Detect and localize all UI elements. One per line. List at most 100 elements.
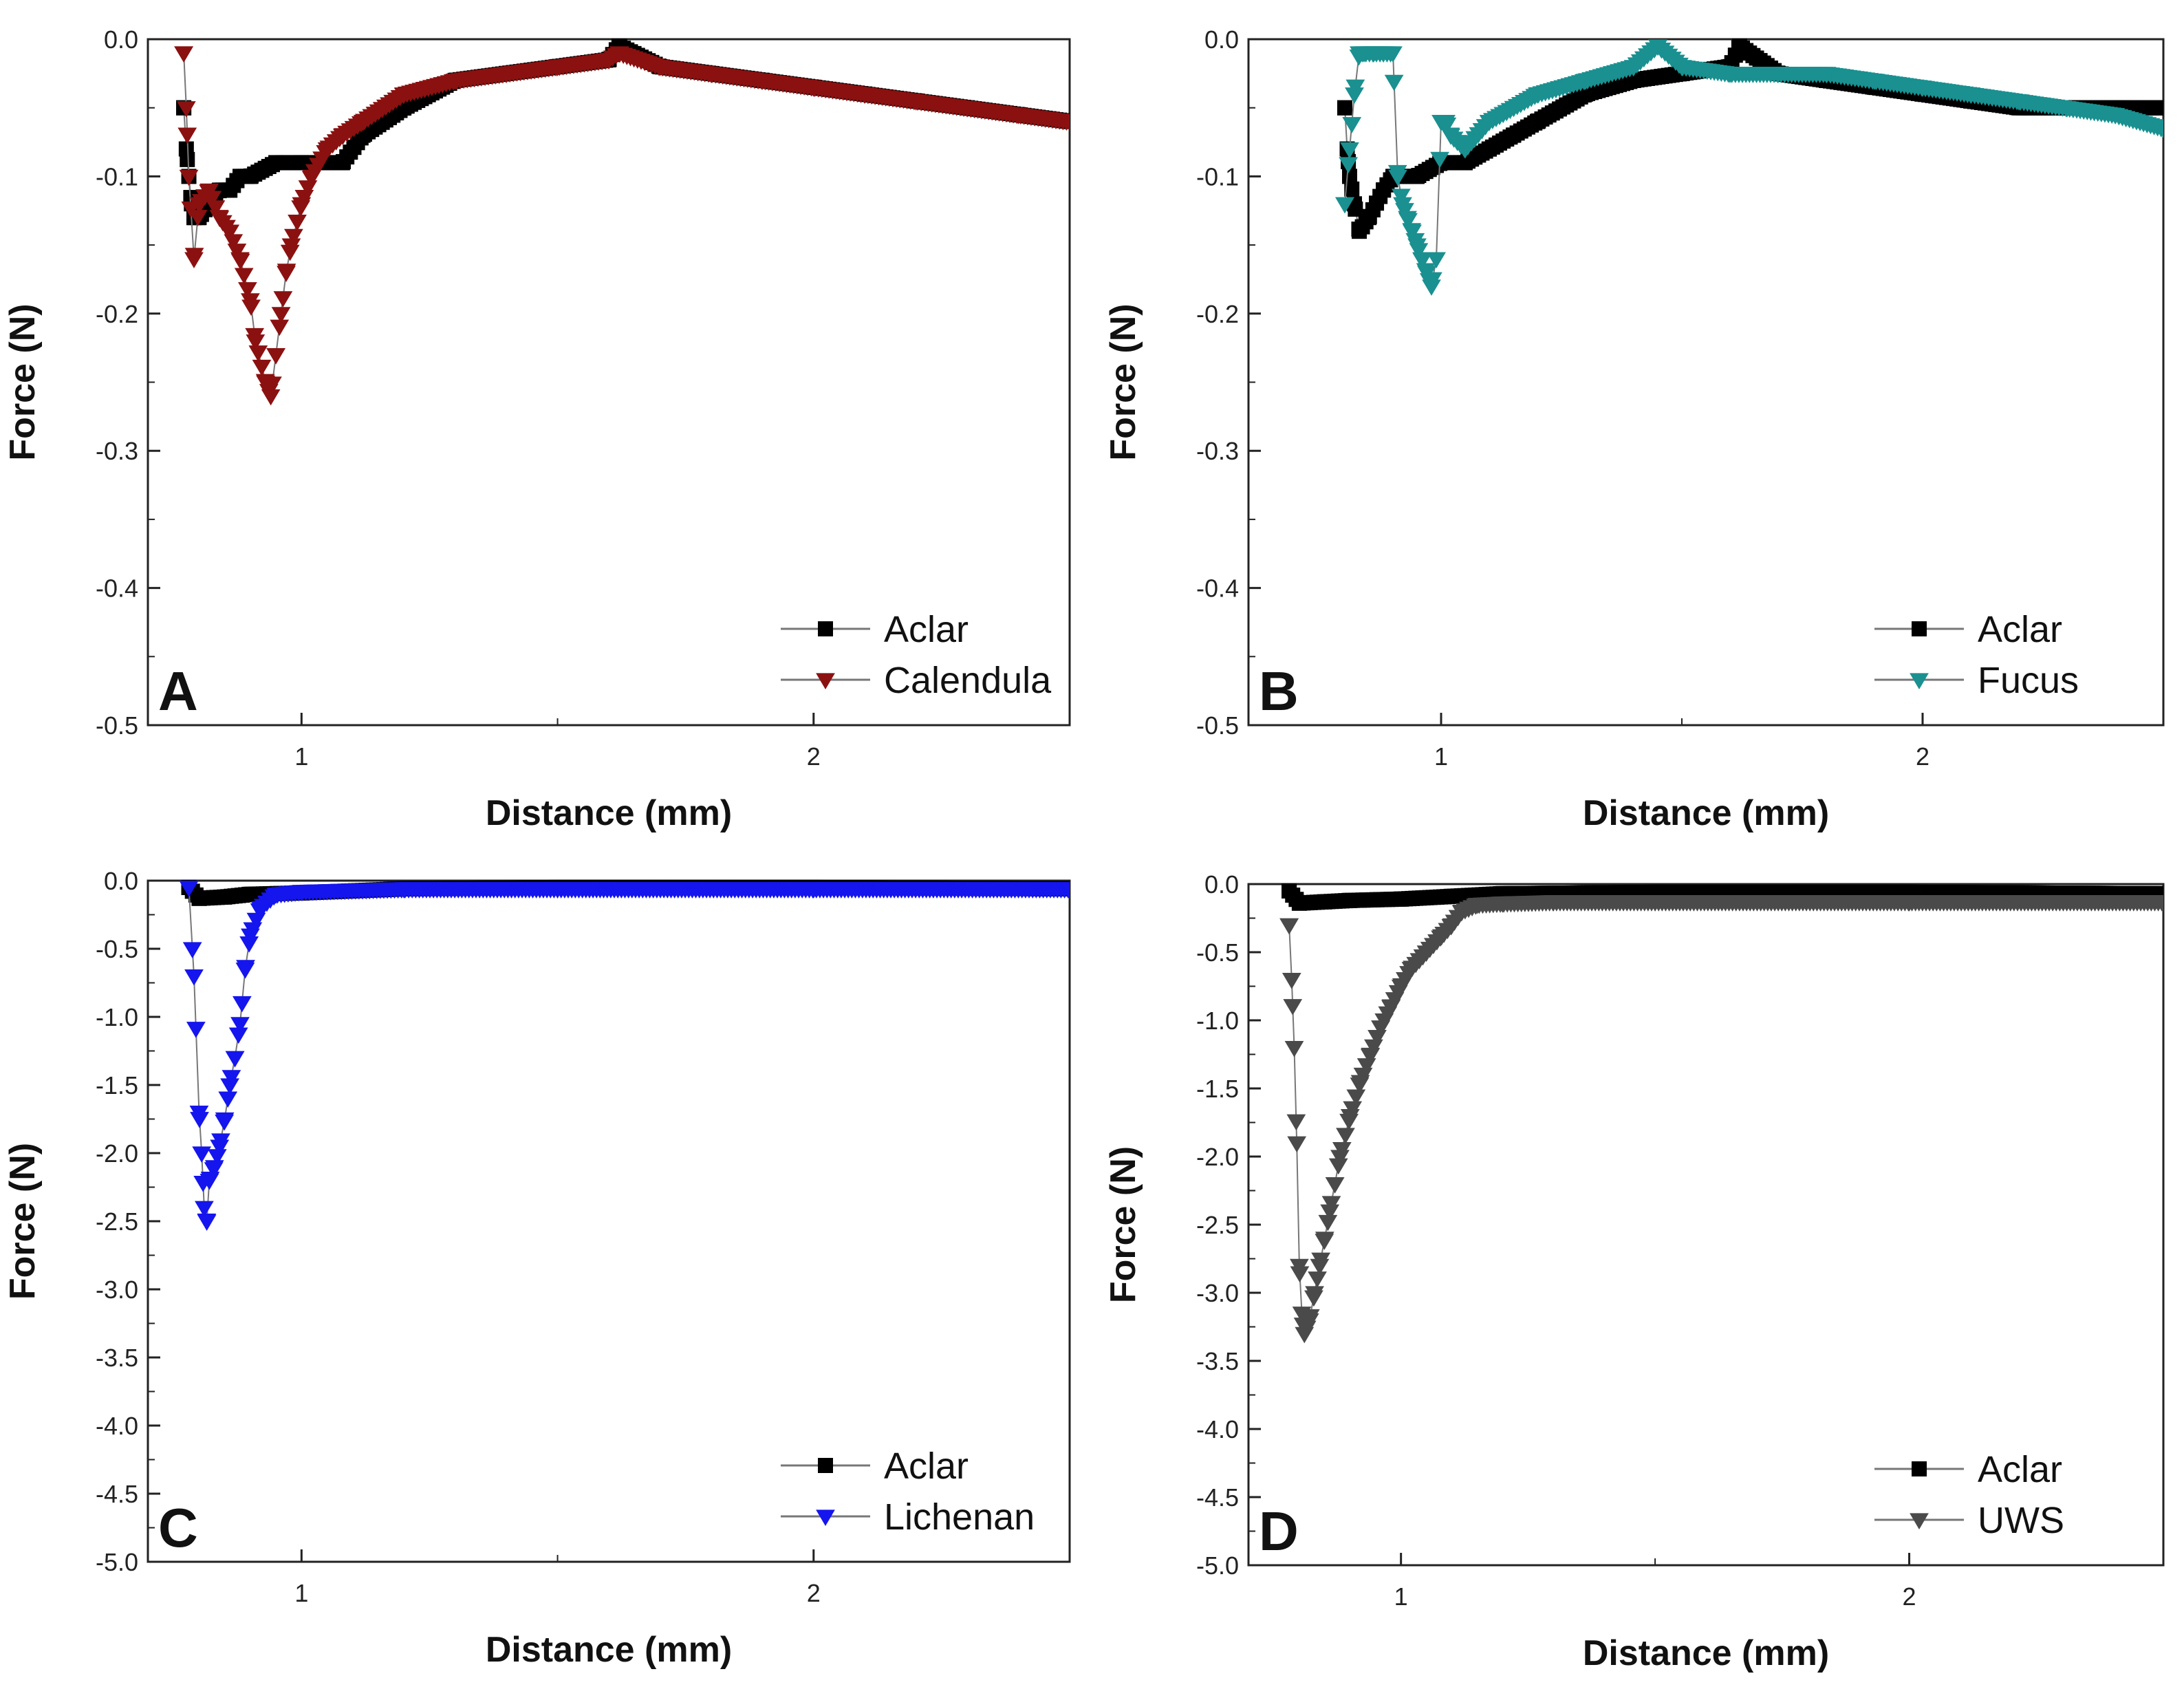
- y-tick-label: -1.0: [1196, 1007, 1239, 1035]
- lichenan-marker: [232, 996, 252, 1013]
- y-tick-label: -3.5: [1196, 1347, 1239, 1375]
- calendula-point: [210, 211, 230, 228]
- aclar-point: [178, 141, 194, 157]
- x-tick-label: 2: [1903, 1582, 1916, 1611]
- fucus-point: [2106, 108, 2125, 125]
- lichenan-line: [188, 887, 1070, 1222]
- aclar-point: [1291, 895, 1307, 911]
- y-tick-label: -0.5: [96, 935, 138, 963]
- y-tick-label: 0.0: [1204, 25, 1239, 54]
- legend-uws-label: UWS: [1978, 1500, 2064, 1541]
- series-uws: [1279, 895, 2163, 1344]
- fucus-point: [1456, 142, 1475, 159]
- aclar-point: [1342, 169, 1357, 184]
- series-lichenan: [179, 881, 1070, 1231]
- aclar-point: [1530, 114, 1545, 129]
- fucus-point: [1436, 115, 1456, 131]
- calendula-marker: [284, 228, 303, 246]
- lichenan-point: [204, 1160, 224, 1176]
- lichenan-marker: [182, 942, 202, 958]
- panel-letter: D: [1259, 1501, 1299, 1562]
- y-tick-label: -2.0: [96, 1139, 138, 1168]
- panel-c: 0.0 -0.5 -1.0 -1.5 -2.0 -2.5 -3.0 -3.5 -4.0 -4.5 -…: [3, 867, 1071, 1670]
- calendula-point: [241, 293, 260, 310]
- calendula-marker: [248, 345, 268, 362]
- y-tick-label: -1.5: [96, 1071, 138, 1099]
- y-axis-title: Force (N): [3, 1143, 43, 1300]
- y-tick-label: -1.0: [96, 1003, 138, 1031]
- uws-marker: [1336, 1128, 1355, 1145]
- aclar-point: [1352, 224, 1367, 239]
- lichenan-point: [189, 1106, 209, 1122]
- calendula-point: [266, 348, 285, 365]
- aclar-point: [1393, 891, 1409, 907]
- fucus-point: [1422, 279, 1441, 296]
- calendula-point: [277, 266, 296, 282]
- calendula-point: [394, 87, 414, 104]
- calendula-point: [199, 183, 219, 200]
- calendula-point: [317, 142, 337, 159]
- calendula-point: [803, 80, 823, 97]
- aclar-point: [1444, 888, 1460, 904]
- fucus-point: [1648, 39, 1667, 56]
- aclar-point: [191, 890, 207, 906]
- calendula-point: [256, 375, 276, 392]
- lichenan-point: [250, 901, 270, 918]
- aclar-point: [1732, 38, 1747, 54]
- x-axis-title: Distance (mm): [1583, 1633, 1829, 1673]
- y-tick-label: -1.5: [1196, 1075, 1239, 1103]
- series-fucus: [1335, 39, 2163, 296]
- y-axis-title: Force (N): [1103, 1146, 1143, 1303]
- lichenan-point: [199, 1174, 219, 1190]
- calendula-point: [855, 87, 875, 104]
- calendula-point: [650, 60, 670, 76]
- lichenan-point: [192, 1146, 212, 1163]
- legend-uws-marker: [1910, 1513, 1929, 1529]
- legend-aclar-marker: [818, 621, 833, 636]
- fucus-point: [1528, 87, 1547, 104]
- legend-calendula-label: Calendula: [884, 660, 1052, 701]
- lichenan-marker: [218, 1091, 238, 1108]
- calendula-point: [281, 238, 301, 255]
- y-axis-title: Force (N): [1103, 303, 1143, 460]
- fucus-point: [1407, 238, 1427, 255]
- uws-marker: [1286, 1114, 1306, 1131]
- uws-point: [1350, 1075, 1370, 1092]
- lichenan-point: [195, 1201, 214, 1218]
- calendula-marker: [227, 244, 247, 260]
- fucus-point: [1576, 74, 1595, 90]
- aclar-marker: [1344, 181, 1360, 197]
- calendula-marker: [288, 214, 307, 231]
- y-tick-label: 0.0: [104, 867, 138, 895]
- fucus-point: [1624, 60, 1643, 76]
- uws-point: [1330, 1150, 1350, 1166]
- lichenan-point: [215, 1112, 235, 1129]
- x-tick-label: 2: [1916, 742, 1929, 771]
- series-calendula: [174, 46, 1070, 406]
- calendula-point: [184, 252, 204, 269]
- lichenan-point: [184, 969, 204, 986]
- legend-calendula-marker: [816, 673, 835, 689]
- legend-lichenan-marker: [816, 1509, 835, 1526]
- calendula-marker: [206, 200, 226, 217]
- uws-marker: [1308, 1271, 1327, 1288]
- lichenan-point: [235, 963, 255, 979]
- uws-point: [1284, 1041, 1304, 1057]
- uws-point: [1431, 929, 1451, 946]
- lichenan-point: [220, 1078, 239, 1095]
- y-tick-label: -0.4: [1196, 574, 1239, 603]
- calendula-point: [261, 389, 281, 406]
- legend: Aclar Lichenan: [781, 1446, 1035, 1538]
- uws-point: [1299, 1313, 1319, 1330]
- calendula-point: [292, 197, 312, 214]
- calendula-marker: [273, 291, 293, 308]
- fucus-point: [1417, 266, 1436, 282]
- uws-point: [1340, 1109, 1360, 1126]
- panel-letter: A: [158, 660, 198, 722]
- aclar-point: [217, 889, 233, 905]
- panel-a: 0.0 -0.1 -0.2 -0.3 -0.4 -0.5 1 2 Distance (mm) Fo…: [3, 25, 1071, 833]
- uws-point: [1325, 1177, 1345, 1194]
- y-tick-label: -5.0: [1196, 1551, 1239, 1580]
- calendula-point: [220, 224, 239, 241]
- legend-aclar-label: Aclar: [1978, 609, 2062, 650]
